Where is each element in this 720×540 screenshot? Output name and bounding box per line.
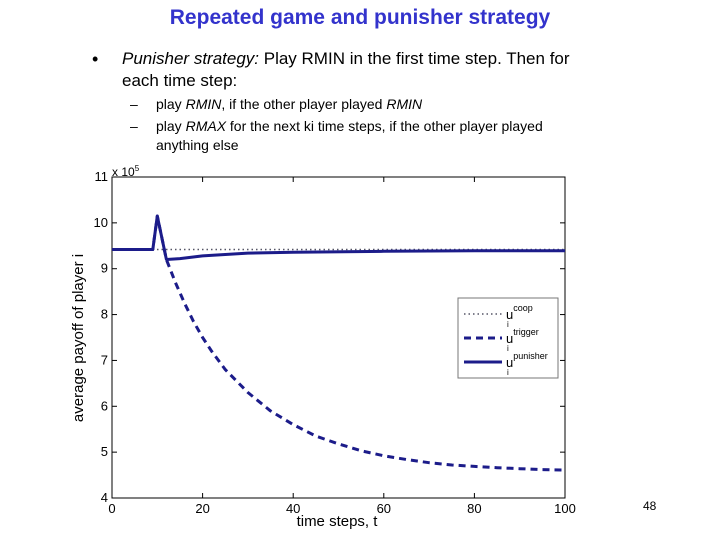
bullet-lead: Punisher strategy:	[122, 49, 260, 68]
legend-label-punisher: upunisher	[506, 351, 548, 370]
subbullet-text: play RMAX for the next ki time steps, if…	[156, 118, 543, 153]
legend-subscript: i	[507, 320, 509, 329]
x-tick-label: 20	[195, 501, 209, 516]
series-punisher	[112, 214, 565, 261]
subbullet-dash: –	[130, 96, 138, 112]
x-tick-label: 80	[467, 501, 481, 516]
legend-label-coop: ucoop	[506, 303, 533, 322]
series-trigger	[112, 214, 566, 472]
legend-subscript: i	[507, 344, 509, 353]
y-tick-label: 10	[94, 215, 108, 230]
y-tick-label: 7	[101, 352, 108, 367]
x-tick-label: 0	[108, 501, 115, 516]
legend-subscript: i	[507, 368, 509, 377]
y-tick-label: 6	[101, 398, 108, 413]
x-tick-label: 60	[377, 501, 391, 516]
x-axis-label: time steps, t	[297, 513, 379, 530]
bullet-dot: •	[92, 49, 99, 69]
x-tick-label: 40	[286, 501, 300, 516]
subbullet-1: – play RMIN, if the other player played …	[130, 95, 590, 114]
main-bullet: Punisher strategy: Play RMIN in the firs…	[122, 48, 602, 92]
y-axis-label: average payoff of player i	[70, 254, 87, 422]
page-number: 48	[643, 499, 657, 513]
subbullet-2: – play RMAX for the next ki time steps, …	[130, 117, 590, 155]
y-tick-label: 4	[101, 490, 108, 505]
exponent-label: x 105	[112, 164, 140, 179]
y-tick-label: 11	[95, 169, 109, 184]
subbullet-dash: –	[130, 118, 138, 134]
y-tick-label: 9	[101, 261, 108, 276]
slide-title: Repeated game and punisher strategy	[169, 6, 551, 29]
legend-label-trigger: utrigger	[506, 327, 539, 346]
x-tick-label: 100	[554, 501, 576, 516]
y-tick-label: 8	[101, 307, 108, 322]
legend-box	[457, 297, 559, 379]
subbullet-text: play RMIN, if the other player played RM…	[156, 96, 423, 112]
y-tick-label: 5	[101, 444, 108, 459]
bullet-text: Play RMIN in the first time step. Then f…	[122, 49, 570, 90]
